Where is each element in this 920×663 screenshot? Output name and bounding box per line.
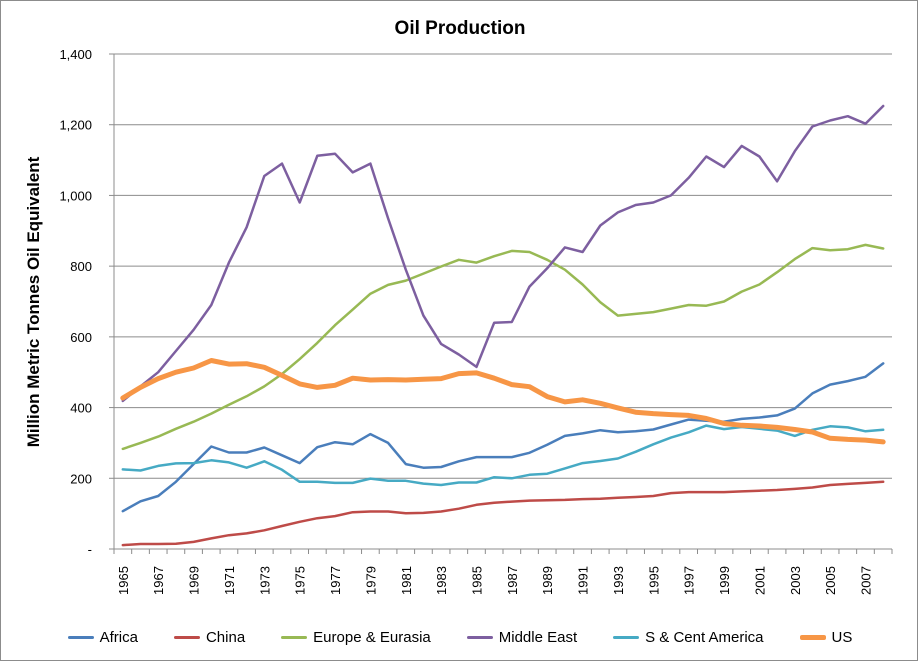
x-tick-label: 1979 <box>363 566 378 595</box>
legend-label: Middle East <box>498 628 578 646</box>
x-tick-label: 1971 <box>222 566 237 595</box>
x-tick-label: 1997 <box>682 566 697 595</box>
series-lines <box>120 104 886 547</box>
y-tick-label: 1,400 <box>59 47 92 62</box>
x-tick-label: 1991 <box>576 566 591 595</box>
x-tick-label: 1969 <box>187 566 202 595</box>
x-tick-label: 1977 <box>328 566 343 595</box>
x-tick-label: 1989 <box>540 566 555 595</box>
y-tick-labels: - 200 400 600 800 1,000 1,200 1,400 <box>59 47 92 557</box>
y-tick-label: 600 <box>70 330 92 345</box>
y-tick-label: 1,000 <box>59 188 92 203</box>
legend-item: Africa <box>67 628 138 646</box>
x-tick-label: 1999 <box>717 566 732 595</box>
x-tick-label: 1983 <box>434 566 449 595</box>
legend-label: Africa <box>99 628 138 646</box>
legend-swatch <box>281 635 308 639</box>
legend-label: S & Cent America <box>645 628 764 646</box>
x-tick-label: 1995 <box>646 566 661 595</box>
x-tick-label: 1975 <box>293 566 308 595</box>
legend-swatch <box>613 635 640 639</box>
legend-label: China <box>205 628 246 646</box>
series-line-europe-eurasia <box>121 243 885 451</box>
x-tick-label: 1985 <box>469 566 484 595</box>
series-line-s-cent-america <box>121 424 885 487</box>
legend-item: Europe & Eurasia <box>281 629 431 646</box>
axes <box>113 54 893 554</box>
y-tick-label: 200 <box>70 471 92 486</box>
series-line-us <box>120 358 886 445</box>
series-line-china <box>121 480 885 547</box>
gridlines <box>109 53 892 550</box>
legend-swatch <box>67 635 94 639</box>
legend-label: US <box>831 628 853 646</box>
x-tick-label: 1965 <box>116 566 131 595</box>
x-tick-label: 1973 <box>257 566 272 595</box>
legend: Africa China Europe & Eurasia Middle East S … <box>0 622 920 652</box>
series-line-middle-east <box>121 104 885 403</box>
legend-swatch <box>799 634 826 640</box>
legend-label: Europe & Eurasia <box>313 628 431 646</box>
legend-item: US <box>799 628 853 646</box>
chart-title: Oil Production <box>395 18 526 39</box>
legend-item: S & Cent America <box>613 628 764 646</box>
y-tick-label: 400 <box>70 401 92 416</box>
y-tick-label: 800 <box>70 259 92 274</box>
legend-item: Middle East <box>466 628 578 646</box>
x-tick-label: 1987 <box>505 566 520 595</box>
x-tick-label: 2003 <box>788 566 803 595</box>
legend-swatch <box>466 635 493 639</box>
series-line-africa <box>121 362 885 513</box>
x-tick-label: 2001 <box>752 566 767 595</box>
y-tick-label: - <box>88 542 92 557</box>
x-tick-label: 1993 <box>611 566 626 595</box>
legend-swatch <box>173 635 200 639</box>
x-tick-label: 2005 <box>823 566 838 595</box>
y-axis-label: Million Metric Tonnes Oil Equivalent <box>24 156 43 447</box>
y-tick-label: 1,200 <box>59 118 92 133</box>
x-tick-labels: 1965 1967 1969 1971 1973 1975 1977 1979 1981 1983… <box>116 566 874 595</box>
x-tick-label: 1967 <box>151 566 166 595</box>
x-tick-label: 2007 <box>858 566 873 595</box>
x-tick-label: 1981 <box>399 566 414 595</box>
legend-item: China <box>173 628 246 646</box>
